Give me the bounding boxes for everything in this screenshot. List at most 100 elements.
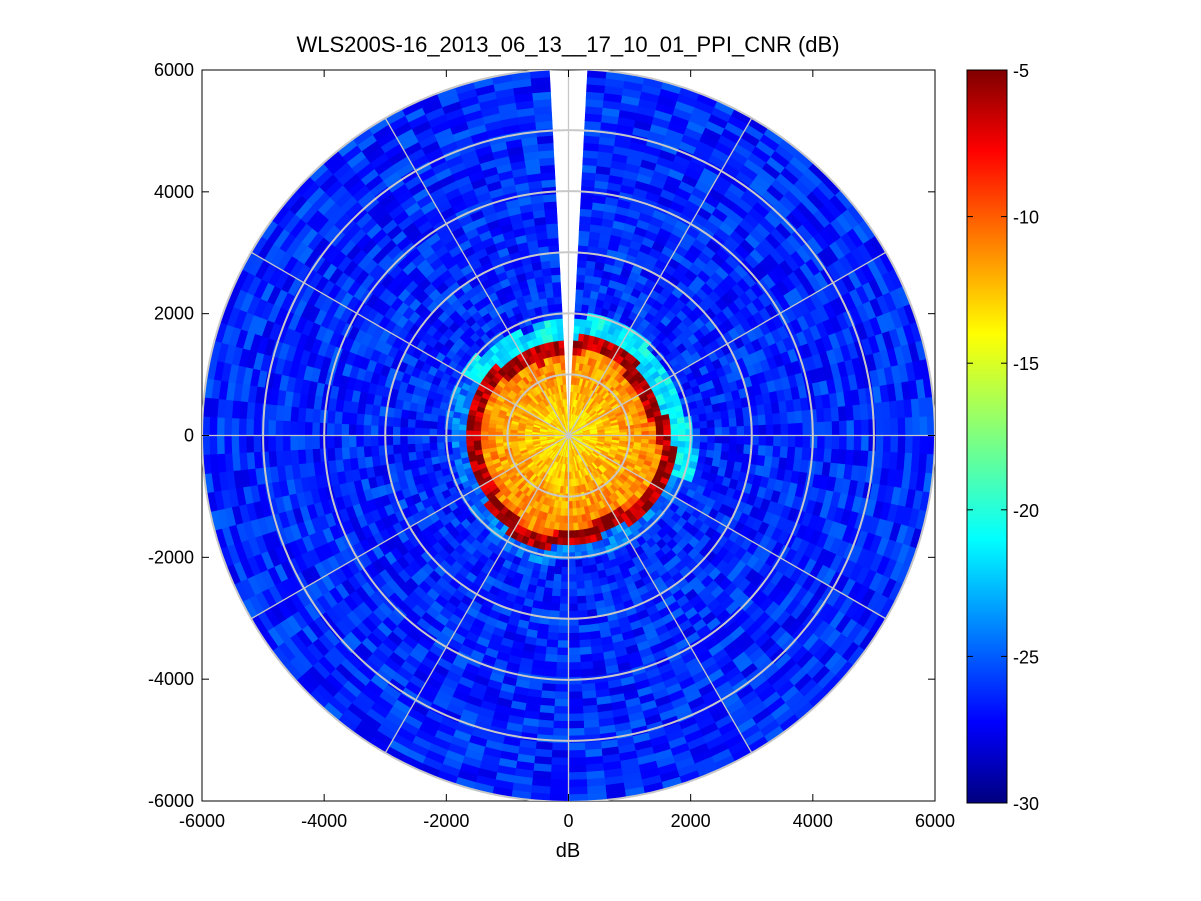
ppi-cell: [549, 779, 569, 788]
ppi-cell: [562, 544, 569, 554]
ppi-cell: [542, 668, 557, 678]
ppi-cell: [684, 422, 694, 430]
ppi-cell: [583, 579, 593, 589]
ppi-cell: [550, 771, 569, 781]
ppi-cell: [458, 429, 467, 436]
ppi-cell: [555, 551, 563, 561]
ppi-cell: [550, 595, 561, 605]
ppi-cell: [311, 448, 321, 463]
ppi-cell: [562, 537, 569, 546]
ppi-cell: [568, 771, 587, 781]
ppi-cell: [786, 446, 796, 460]
ppi-cell: [544, 579, 554, 589]
ppi-cell: [692, 435, 701, 443]
ppi-cell: [480, 430, 489, 436]
ppi-cell: [677, 440, 686, 449]
ppi-cell: [465, 429, 474, 436]
ppi-cell: [824, 421, 833, 436]
ppi-cell: [582, 289, 592, 299]
ppi-cell: [552, 727, 569, 737]
ppi-cell: [429, 420, 438, 429]
ppi-cell: [557, 632, 569, 642]
ppi-cell: [472, 435, 482, 441]
ppi-cell: [568, 574, 577, 583]
ppi-cell: [554, 691, 569, 700]
ppi-cell: [362, 424, 372, 436]
ppi-cell: [801, 409, 811, 424]
ppi-cell: [399, 435, 408, 445]
ppi-cell: [772, 412, 782, 426]
ppi-cell: [260, 435, 269, 452]
ppi-cell: [579, 653, 593, 663]
ppi-cell: [581, 683, 596, 693]
ppi-cell: [735, 443, 745, 455]
ppi-cell: [707, 435, 716, 444]
ppi-cell: [414, 419, 424, 429]
ppi-cell: [326, 409, 336, 424]
ppi-cell: [571, 500, 577, 510]
ppi-cell: [692, 428, 701, 436]
ppi-cell: [407, 451, 417, 462]
ppi-cell: [392, 443, 402, 455]
ppi-cell: [362, 435, 372, 447]
ppi-cell: [581, 178, 596, 188]
ppi-cell: [698, 413, 708, 423]
ppi-cell: [817, 421, 826, 436]
ppi-cell: [559, 588, 569, 598]
ppi-cell: [296, 435, 306, 451]
ppi-cell: [392, 435, 401, 446]
ppi-cell: [552, 735, 569, 744]
ppi-cell: [341, 411, 351, 425]
ppi-cell: [216, 435, 225, 455]
ppi-cell: [578, 230, 591, 240]
ppi-cell: [436, 435, 445, 443]
ppi-cell: [765, 435, 775, 447]
ppi-cell: [578, 237, 590, 247]
ppi-cell: [721, 435, 731, 445]
ppi-cell: [304, 421, 313, 436]
ppi-cell: [787, 423, 797, 436]
ppi-cell: [549, 786, 569, 796]
ppi-cell: [663, 429, 672, 436]
ppi-cell: [340, 435, 350, 448]
ppi-cells: [202, 70, 935, 801]
ppi-cell: [575, 580, 585, 590]
ppi-cell: [407, 443, 416, 453]
ppi-cell: [414, 427, 423, 436]
ppi-cell: [363, 445, 373, 458]
ppi-cell: [578, 529, 585, 538]
ppi-cell: [728, 443, 738, 454]
ppi-cell: [641, 426, 650, 433]
ppi-cell: [553, 566, 562, 575]
ppi-cell: [458, 440, 467, 448]
ppi-cell: [553, 713, 569, 722]
ppi-cell: [465, 440, 475, 447]
ppi-cell: [544, 653, 558, 663]
ppi-cell: [764, 445, 774, 458]
ppi-cell: [699, 427, 709, 436]
ppi-cell: [757, 414, 767, 426]
ppi-cell: [296, 420, 306, 436]
ppi-cell: [545, 639, 559, 649]
ppi-cell: [573, 529, 580, 539]
ppi-cell: [311, 435, 320, 450]
chart-title: WLS200S-16_2013_06_13__17_10_01_PPI_CNR …: [296, 32, 839, 57]
ppi-cell: [556, 647, 569, 656]
ppi-cell: [904, 417, 914, 436]
ppi-cell: [554, 684, 569, 693]
ppi-cell: [578, 639, 592, 649]
ppi-cell: [282, 420, 291, 436]
ppi-cell: [363, 413, 373, 426]
ppi-cell: [568, 632, 580, 642]
ppi-cell: [568, 530, 575, 539]
ppi-cell: [677, 435, 687, 442]
ppi-cell: [729, 435, 738, 445]
ppi-cell: [230, 435, 240, 454]
ppi-cell: [580, 200, 594, 210]
ppi-cell: [721, 426, 731, 436]
ppi-cell: [568, 705, 584, 715]
ppi-cell: [406, 435, 416, 445]
ppi-cell: [576, 259, 588, 269]
ppi-cell: [297, 406, 307, 423]
ppi-cell: [274, 419, 284, 436]
